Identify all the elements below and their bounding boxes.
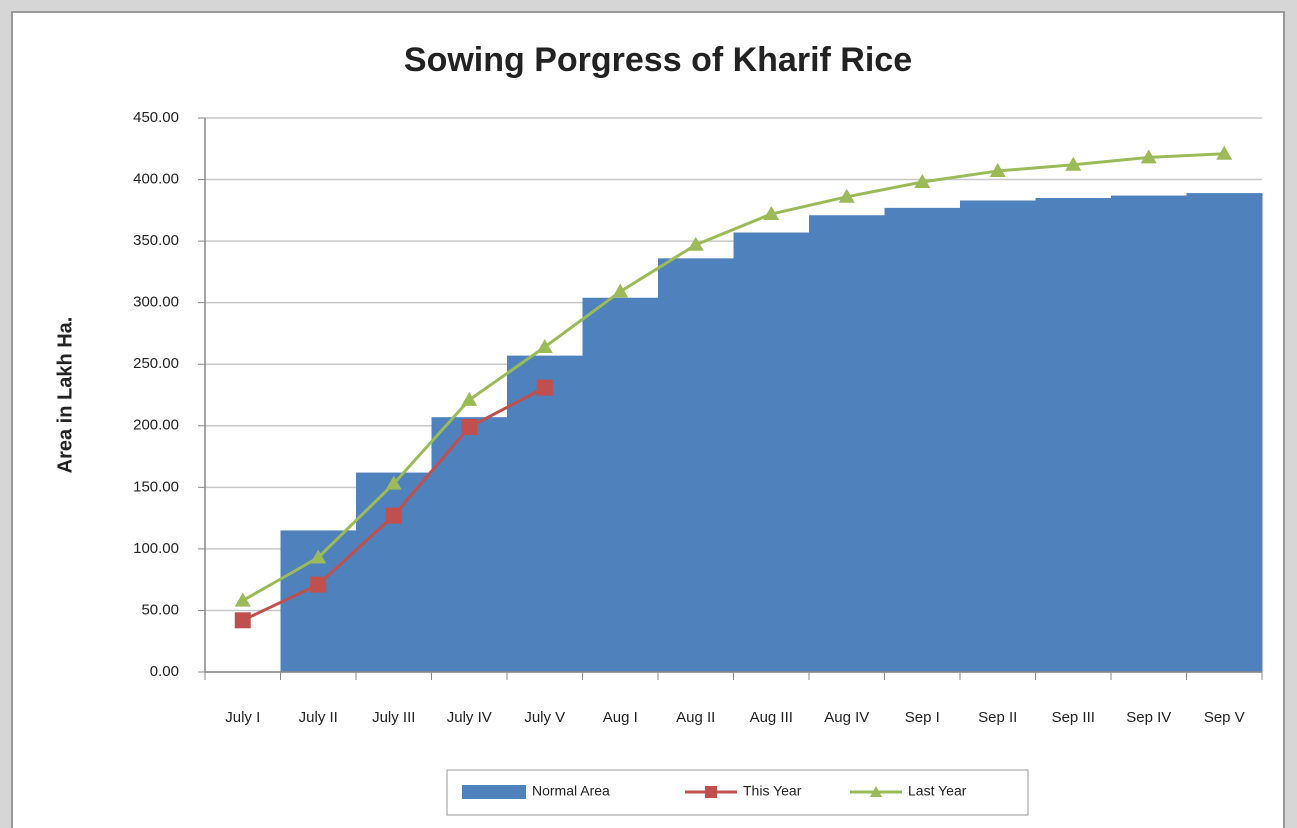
marker: [838, 188, 855, 203]
x-tick-label: Sep V: [1204, 709, 1245, 726]
x-tick-label: Sep IV: [1126, 709, 1171, 726]
marker: [1065, 156, 1082, 171]
legend-marker: [705, 786, 717, 798]
marker: [234, 592, 251, 607]
marker: [310, 576, 327, 593]
y-tick-label: 150.00: [133, 478, 179, 495]
marker: [914, 174, 931, 189]
area-step: [884, 207, 961, 673]
area-step: [582, 297, 659, 672]
x-tick-label: July IV: [447, 709, 492, 726]
legend-box: [446, 769, 1029, 816]
marker: [461, 419, 478, 436]
y-tick-label: 400.00: [133, 171, 179, 188]
marker: [1216, 145, 1233, 160]
x-tick-label: Aug IV: [824, 709, 869, 726]
y-tick-label: 200.00: [133, 417, 179, 434]
line: [242, 152, 1225, 602]
area-step: [809, 215, 885, 672]
marker: [310, 549, 327, 564]
marker: [385, 507, 402, 524]
marker: [461, 391, 478, 406]
x-tick-label: July V: [524, 709, 565, 726]
marker: [385, 475, 402, 490]
x-tick-label: July II: [299, 709, 338, 726]
legend-label: Normal Area: [532, 783, 610, 799]
x-tick-label: Sep I: [905, 709, 940, 726]
legend-label: This Year: [743, 783, 802, 799]
y-tick-label: 250.00: [133, 355, 179, 372]
marker: [234, 612, 251, 629]
marker: [536, 379, 553, 396]
area-step: [431, 417, 508, 672]
chart-title: Sowing Porgress of Kharif Rice: [404, 41, 912, 79]
y-tick-label: 450.00: [133, 109, 179, 126]
area-step: [733, 232, 810, 672]
y-tick-label: 300.00: [133, 294, 179, 311]
x-tick-label: Aug I: [603, 709, 638, 726]
y-tick-label: 0.00: [150, 663, 179, 680]
area-step: [507, 355, 583, 672]
x-tick-label: July III: [372, 709, 415, 726]
legend-label: Last Year: [908, 783, 967, 799]
x-tick-label: Sep III: [1052, 709, 1095, 726]
marker: [687, 236, 704, 251]
x-tick-label: Sep II: [978, 709, 1017, 726]
area-step: [960, 200, 1036, 673]
marker: [1140, 149, 1157, 164]
x-tick-label: July I: [225, 709, 260, 726]
legend-marker: [870, 786, 882, 797]
legend-swatch: [462, 785, 526, 799]
x-tick-label: Aug III: [750, 709, 793, 726]
y-tick-label: 350.00: [133, 232, 179, 249]
x-tick-label: Aug II: [676, 709, 715, 726]
area-step: [658, 258, 734, 672]
marker: [989, 162, 1006, 177]
marker: [536, 338, 553, 353]
y-tick-label: 100.00: [133, 540, 179, 557]
y-axis-label: Area in Lakh Ha.: [54, 317, 76, 474]
area-step: [356, 472, 432, 672]
y-tick-label: 50.00: [141, 601, 179, 618]
marker: [763, 206, 780, 221]
area-step: [1111, 195, 1187, 672]
marker: [612, 283, 629, 298]
area-step: [1035, 198, 1112, 672]
area-step: [1186, 193, 1263, 672]
